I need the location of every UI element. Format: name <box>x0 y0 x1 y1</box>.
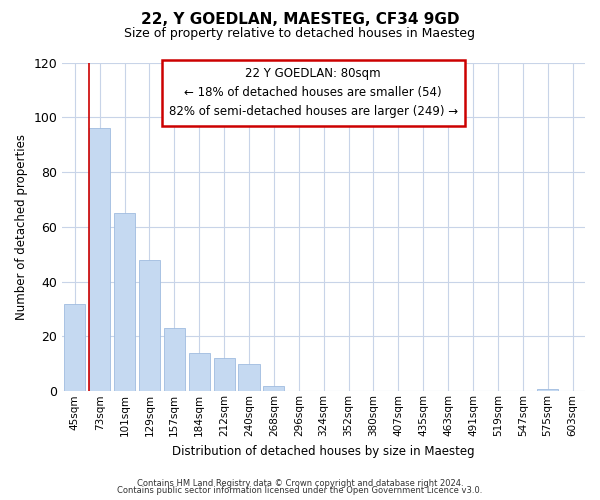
Bar <box>214 358 235 392</box>
Bar <box>537 388 558 392</box>
Bar <box>263 386 284 392</box>
Text: 22, Y GOEDLAN, MAESTEG, CF34 9GD: 22, Y GOEDLAN, MAESTEG, CF34 9GD <box>141 12 459 28</box>
Text: Size of property relative to detached houses in Maesteg: Size of property relative to detached ho… <box>125 28 476 40</box>
Bar <box>114 213 135 392</box>
Bar <box>238 364 260 392</box>
Bar <box>188 353 210 392</box>
Text: Contains public sector information licensed under the Open Government Licence v3: Contains public sector information licen… <box>118 486 482 495</box>
Bar <box>89 128 110 392</box>
Y-axis label: Number of detached properties: Number of detached properties <box>15 134 28 320</box>
Bar <box>64 304 85 392</box>
Bar <box>139 260 160 392</box>
Bar <box>164 328 185 392</box>
X-axis label: Distribution of detached houses by size in Maesteg: Distribution of detached houses by size … <box>172 444 475 458</box>
Text: Contains HM Land Registry data © Crown copyright and database right 2024.: Contains HM Land Registry data © Crown c… <box>137 478 463 488</box>
Text: 22 Y GOEDLAN: 80sqm
← 18% of detached houses are smaller (54)
82% of semi-detach: 22 Y GOEDLAN: 80sqm ← 18% of detached ho… <box>169 68 458 118</box>
